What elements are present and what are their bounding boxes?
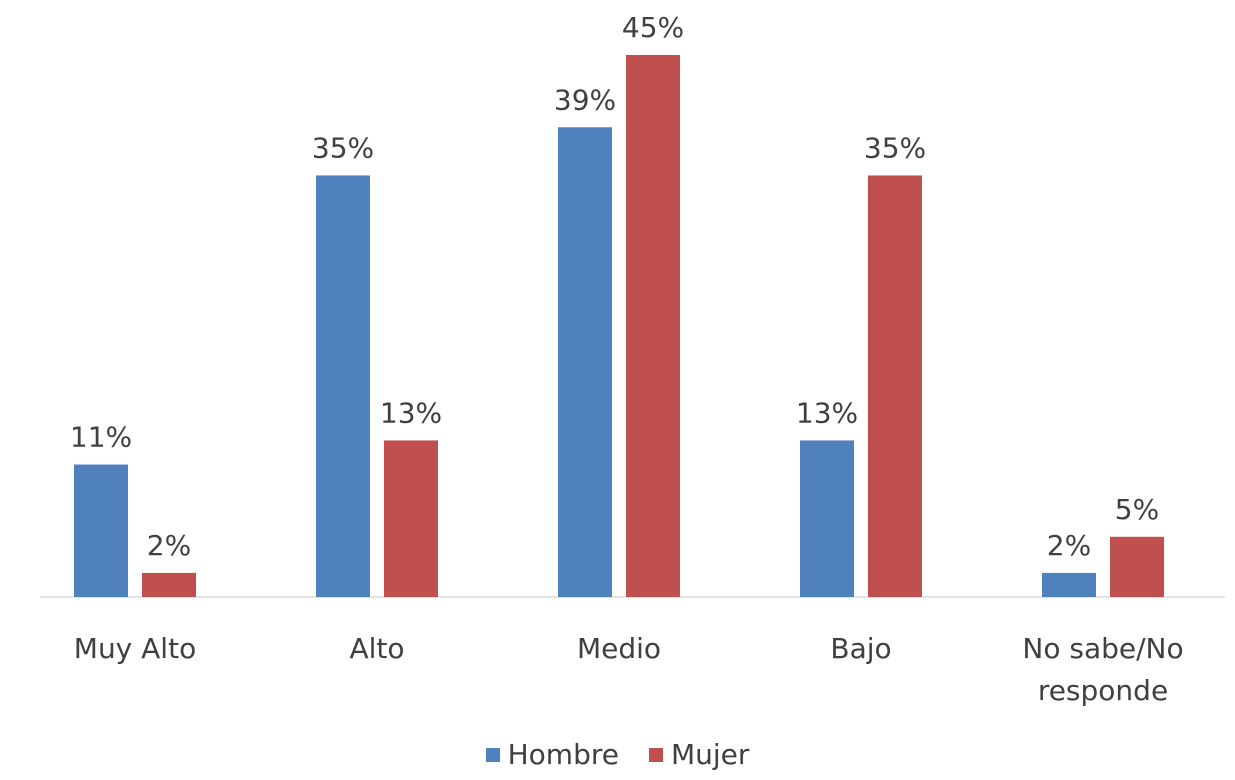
legend: Hombre Mujer <box>0 738 1235 771</box>
bar <box>142 572 196 597</box>
bar <box>558 127 612 598</box>
x-tick-label: Medio <box>576 632 662 665</box>
bar <box>316 175 370 597</box>
bar <box>1042 572 1096 597</box>
legend-swatch <box>648 747 663 762</box>
legend-item: Mujer <box>648 738 750 771</box>
data-label: 11% <box>70 421 132 454</box>
legend-label: Mujer <box>670 738 750 771</box>
data-label: 35% <box>312 131 374 164</box>
x-tick-label: Alto <box>349 632 405 665</box>
bar <box>74 464 128 597</box>
data-label: 13% <box>796 396 858 429</box>
data-label: 13% <box>380 396 442 429</box>
bar <box>626 55 680 597</box>
data-label: 5% <box>1115 493 1159 526</box>
bar <box>1110 536 1164 597</box>
bar <box>384 440 438 597</box>
data-label: 2% <box>1047 529 1091 562</box>
legend-label: Hombre <box>507 738 619 771</box>
x-tick-label: Bajo <box>830 632 892 665</box>
bar <box>800 440 854 597</box>
legend-swatch <box>485 747 500 762</box>
data-label: 45% <box>622 11 684 44</box>
bar <box>868 175 922 597</box>
data-label: 35% <box>864 131 926 164</box>
x-tick-label: Muy Alto <box>73 632 197 665</box>
data-label: 39% <box>554 83 616 116</box>
x-tick-label: No sabe/No responde <box>1022 632 1184 707</box>
legend-item: Hombre <box>485 738 619 771</box>
data-label: 2% <box>147 529 191 562</box>
